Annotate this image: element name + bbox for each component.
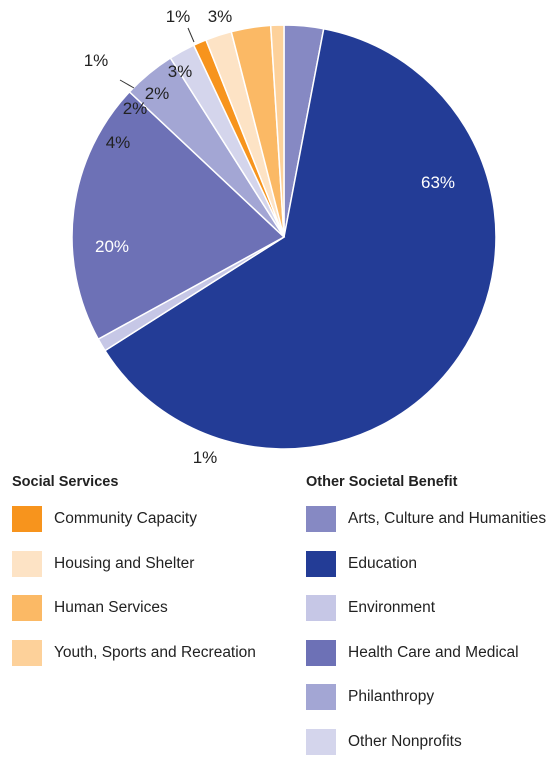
legend-item: Human Services xyxy=(12,594,256,622)
slice-label: 2% xyxy=(145,84,170,103)
slice-labels: 3% 63% 1% 20% 4% 2% 1% 2% 3% 1% xyxy=(84,7,455,467)
legend-swatch xyxy=(306,639,336,666)
legend-items-social-services: Community Capacity Housing and Shelter Hum… xyxy=(12,505,256,667)
leader-line xyxy=(187,27,195,43)
legend-item: Environment xyxy=(306,594,546,622)
legend-label: Education xyxy=(348,554,417,572)
legend-swatch xyxy=(306,684,336,710)
legend-label: Housing and Shelter xyxy=(54,554,195,572)
legend-label: Arts, Culture and Humanities xyxy=(348,510,547,527)
pie-chart: 3% 63% 1% 20% 4% 2% 1% 2% 3% 1% xyxy=(71,7,497,467)
legend-item: Health Care and Medical xyxy=(306,639,546,667)
legend-swatch xyxy=(12,595,42,621)
legend-item: Youth, Sports and Recreation xyxy=(12,639,256,667)
legend-label: Philanthropy xyxy=(348,688,435,705)
slice-label: 20% xyxy=(95,237,129,256)
pie-slice xyxy=(71,90,286,341)
legend-items-other-societal-benefit: Arts, Culture and Humanities Education Env… xyxy=(306,505,546,756)
legend-swatch xyxy=(12,506,42,532)
slice-label: 2% xyxy=(123,99,148,118)
legend-swatch xyxy=(306,550,336,577)
leader-line xyxy=(119,79,135,89)
slice-label: 4% xyxy=(106,133,131,152)
legend-other-societal-benefit: Other Societal Benefit Arts, Culture and… xyxy=(306,474,546,772)
legend-swatch xyxy=(12,550,42,577)
legend-label: Youth, Sports and Recreation xyxy=(54,643,256,661)
legend-title-social-services: Social Services xyxy=(12,474,119,490)
legend-social-services: Social Services Community Capacity Housin… xyxy=(12,474,256,683)
legend-swatch xyxy=(12,639,42,666)
leader-lines xyxy=(119,27,195,89)
legend-swatch xyxy=(306,728,336,755)
legend-item: Other Nonprofits xyxy=(306,728,546,756)
slice-label: 3% xyxy=(168,62,193,81)
slice-label: 1% xyxy=(84,51,109,70)
legend-title-other-societal-benefit: Other Societal Benefit xyxy=(306,474,458,490)
legend-item: Philanthropy xyxy=(306,683,546,711)
slice-label: 1% xyxy=(193,448,218,467)
legend-swatch xyxy=(306,506,336,532)
slice-label: 63% xyxy=(421,173,455,192)
pie-slice xyxy=(269,24,285,238)
legend-label: Other Nonprofits xyxy=(348,732,462,750)
legend-item: Education xyxy=(306,550,546,578)
legend-label: Health Care and Medical xyxy=(348,643,519,661)
pie-slices xyxy=(71,24,497,450)
legend-label: Environment xyxy=(348,599,436,616)
legend-label: Community Capacity xyxy=(54,510,197,527)
slice-label: 3% xyxy=(208,7,233,26)
pie-slice xyxy=(103,27,497,450)
slice-label: 1% xyxy=(166,7,191,26)
legend-item: Arts, Culture and Humanities xyxy=(306,505,546,533)
legend-label: Human Services xyxy=(54,599,168,616)
legend-swatch xyxy=(306,595,336,621)
legend-item: Housing and Shelter xyxy=(12,550,256,578)
legend-item: Community Capacity xyxy=(12,505,256,533)
